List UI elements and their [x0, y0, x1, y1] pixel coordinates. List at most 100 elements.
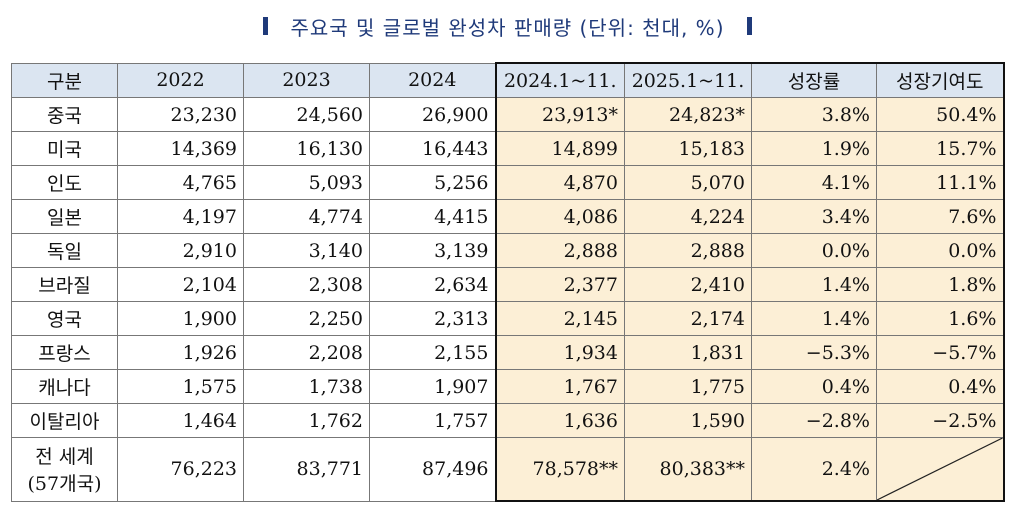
- header-2023: 2023: [243, 62, 370, 98]
- cell-growth-contribution: 1.6%: [876, 301, 1005, 336]
- table-row: 프랑스 1,926 2,208 2,155 1,934 1,831 −5.3% −5.7%: [11, 335, 1005, 370]
- total-growth-contribution-empty: [876, 437, 1005, 502]
- cell-growth-contribution: 1.8%: [876, 267, 1005, 302]
- cell-growth-rate: −5.3%: [751, 335, 877, 370]
- header-growth-rate: 성장률: [751, 62, 877, 98]
- cell-2024: 1,757: [369, 403, 496, 438]
- cell-growth-contribution: 0.4%: [876, 369, 1005, 404]
- cell-2024-ytd: 2,888: [494, 233, 625, 268]
- cell-2024: 2,313: [369, 301, 496, 336]
- cell-2025-ytd: 24,823*: [624, 97, 752, 132]
- cell-2023: 4,774: [243, 199, 370, 234]
- title-row: 주요국 및 글로벌 완성차 판매량 (단위: 천대, %): [0, 0, 1015, 52]
- page-title: 주요국 및 글로벌 완성차 판매량 (단위: 천대, %): [290, 15, 725, 40]
- cell-2025-ytd: 1,831: [624, 335, 752, 370]
- table-row: 인도 4,765 5,093 5,256 4,870 5,070 4.1% 11.1%: [11, 165, 1005, 200]
- cell-growth-rate: 1.4%: [751, 267, 877, 302]
- cell-2025-ytd: 4,224: [624, 199, 752, 234]
- cell-growth-contribution: 11.1%: [876, 165, 1005, 200]
- table-row: 일본 4,197 4,774 4,415 4,086 4,224 3.4% 7.6%: [11, 199, 1005, 234]
- header-2022: 2022: [117, 62, 244, 98]
- table-row: 캐나다 1,575 1,738 1,907 1,767 1,775 0.4% 0.4%: [11, 369, 1005, 404]
- cell-2022: 2,910: [117, 233, 244, 268]
- cell-2024-ytd: 1,767: [494, 369, 625, 404]
- table-row: 이탈리아 1,464 1,762 1,757 1,636 1,590 −2.8% −2.5%: [11, 403, 1005, 438]
- table-row: 독일 2,910 3,140 3,139 2,888 2,888 0.0% 0.0%: [11, 233, 1005, 268]
- cell-2025-ytd: 2,174: [624, 301, 752, 336]
- total-2024-ytd: 78,578**: [494, 437, 625, 502]
- cell-2024: 1,907: [369, 369, 496, 404]
- header-category: 구분: [11, 62, 118, 98]
- cell-growth-rate: 3.8%: [751, 97, 877, 132]
- cell-2023: 2,308: [243, 267, 370, 302]
- cell-2024-ytd: 1,636: [494, 403, 625, 438]
- cell-2024-ytd: 23,913*: [494, 97, 625, 132]
- title-left-bar-icon: [263, 17, 269, 35]
- country-label: 중국: [11, 97, 118, 132]
- cell-2024: 2,155: [369, 335, 496, 370]
- cell-growth-contribution: 50.4%: [876, 97, 1005, 132]
- header-2025-ytd: 2025.1~11.: [624, 62, 752, 98]
- total-growth-rate: 2.4%: [751, 437, 877, 502]
- header-2024: 2024: [369, 62, 496, 98]
- cell-2022: 14,369: [117, 131, 244, 166]
- cell-growth-contribution: 7.6%: [876, 199, 1005, 234]
- cell-growth-contribution: −2.5%: [876, 403, 1005, 438]
- cell-growth-rate: 0.4%: [751, 369, 877, 404]
- cell-2022: 4,765: [117, 165, 244, 200]
- cell-2025-ytd: 1,590: [624, 403, 752, 438]
- country-label: 독일: [11, 233, 118, 268]
- cell-2023: 16,130: [243, 131, 370, 166]
- cell-2024-ytd: 2,377: [494, 267, 625, 302]
- cell-2022: 1,575: [117, 369, 244, 404]
- country-label: 인도: [11, 165, 118, 200]
- cell-2024-ytd: 1,934: [494, 335, 625, 370]
- cell-2023: 2,208: [243, 335, 370, 370]
- table-row: 미국 14,369 16,130 16,443 14,899 15,183 1.9% 15.7…: [11, 131, 1005, 166]
- cell-growth-contribution: 15.7%: [876, 131, 1005, 166]
- cell-2023: 1,738: [243, 369, 370, 404]
- total-label: 전 세계 (57개국): [11, 437, 118, 502]
- cell-2024: 5,256: [369, 165, 496, 200]
- country-label: 프랑스: [11, 335, 118, 370]
- cell-2023: 5,093: [243, 165, 370, 200]
- table-row: 브라질 2,104 2,308 2,634 2,377 2,410 1.4% 1.8%: [11, 267, 1005, 302]
- cell-growth-contribution: 0.0%: [876, 233, 1005, 268]
- cell-2024-ytd: 4,086: [494, 199, 625, 234]
- title-right-bar-icon: [746, 17, 752, 35]
- cell-2025-ytd: 5,070: [624, 165, 752, 200]
- country-label: 브라질: [11, 267, 118, 302]
- cell-growth-rate: 1.9%: [751, 131, 877, 166]
- cell-2022: 1,900: [117, 301, 244, 336]
- cell-2023: 3,140: [243, 233, 370, 268]
- cell-growth-rate: 4.1%: [751, 165, 877, 200]
- cell-2024-ytd: 4,870: [494, 165, 625, 200]
- cell-2024: 26,900: [369, 97, 496, 132]
- cell-2023: 24,560: [243, 97, 370, 132]
- total-row: 전 세계 (57개국) 76,223 83,771 87,496 78,578*…: [11, 437, 1005, 502]
- sales-table: 구분 2022 2023 2024 2024.1~11. 2025.1~11. …: [11, 62, 1005, 502]
- cell-2024: 16,443: [369, 131, 496, 166]
- country-label: 미국: [11, 131, 118, 166]
- header-growth-contribution: 성장기여도: [876, 62, 1005, 98]
- total-label-line1: 전 세계: [35, 446, 94, 469]
- cell-2025-ytd: 1,775: [624, 369, 752, 404]
- total-2023: 83,771: [243, 437, 370, 502]
- cell-2025-ytd: 2,888: [624, 233, 752, 268]
- diagonal-line: [877, 438, 1003, 500]
- cell-2023: 2,250: [243, 301, 370, 336]
- total-label-line2: (57개국): [27, 473, 102, 496]
- cell-2024: 3,139: [369, 233, 496, 268]
- table-row: 중국 23,230 24,560 26,900 23,913* 24,823* 3.8% 50…: [11, 97, 1005, 132]
- country-label: 일본: [11, 199, 118, 234]
- cell-2025-ytd: 15,183: [624, 131, 752, 166]
- cell-2022: 4,197: [117, 199, 244, 234]
- cell-2022: 1,464: [117, 403, 244, 438]
- country-label: 영국: [11, 301, 118, 336]
- cell-growth-rate: 1.4%: [751, 301, 877, 336]
- country-label: 캐나다: [11, 369, 118, 404]
- cell-2025-ytd: 2,410: [624, 267, 752, 302]
- header-row: 구분 2022 2023 2024 2024.1~11. 2025.1~11. …: [11, 62, 1005, 98]
- cell-growth-contribution: −5.7%: [876, 335, 1005, 370]
- total-2022: 76,223: [117, 437, 244, 502]
